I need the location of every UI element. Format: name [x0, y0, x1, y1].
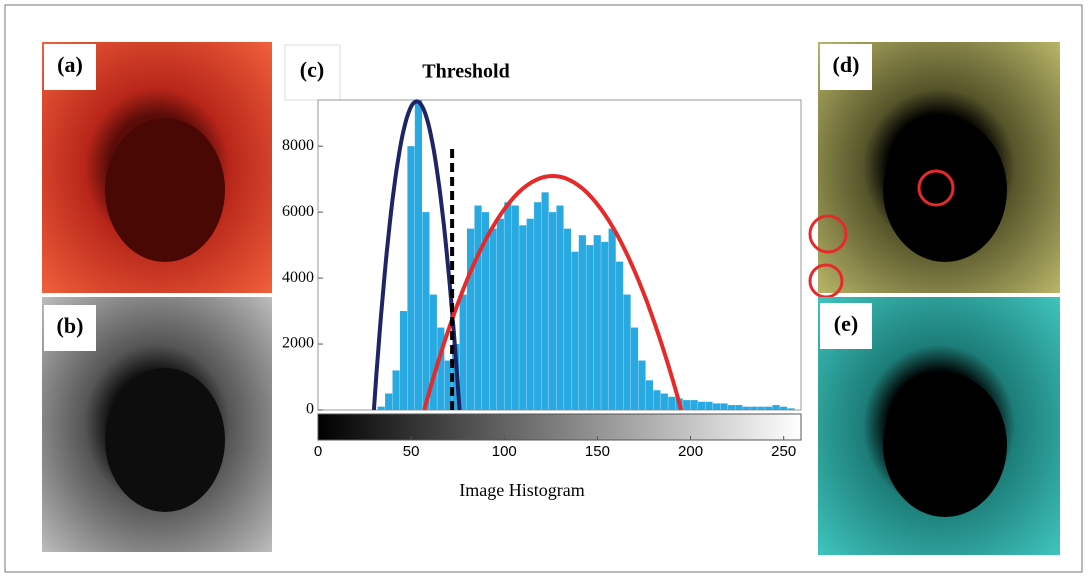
bar — [459, 294, 467, 410]
bar — [712, 403, 721, 410]
bar — [757, 406, 765, 410]
bar — [787, 408, 795, 410]
colorbar — [317, 413, 802, 441]
frame — [4, 4, 1083, 573]
bar — [377, 406, 385, 410]
bar — [772, 405, 780, 410]
bar — [541, 192, 549, 410]
x-tick-label: 50 — [403, 443, 420, 460]
bar — [683, 400, 691, 410]
bar — [645, 380, 653, 410]
bar — [444, 360, 452, 410]
bar — [705, 401, 713, 410]
x-tick-label: 0 — [314, 443, 322, 460]
bar — [437, 327, 445, 410]
bar — [668, 396, 676, 410]
bar — [414, 100, 423, 410]
x-tick-label: 150 — [585, 443, 610, 460]
label-box — [44, 305, 96, 351]
bar — [720, 403, 728, 410]
bar — [571, 251, 579, 410]
panel-label: (e) — [834, 311, 858, 336]
y-tick-label: 2000 — [282, 335, 314, 352]
bar — [407, 146, 415, 410]
bar — [474, 205, 482, 410]
label-box — [820, 44, 872, 90]
chart-title: Threshold — [422, 61, 509, 83]
y-tick-label: 4000 — [282, 269, 314, 286]
bar — [399, 311, 408, 410]
panel-label: (b) — [57, 313, 84, 338]
bar — [593, 235, 601, 410]
fit-curve — [422, 173, 684, 411]
bar — [586, 245, 594, 410]
y-tick-label: 8000 — [282, 137, 314, 154]
x-tick-label: 250 — [771, 443, 796, 460]
x-axis-title: Image Histogram — [459, 480, 584, 500]
bar — [660, 393, 668, 410]
label-box — [284, 44, 341, 101]
y-tick-label: 0 — [306, 401, 314, 418]
x-tick-label: 200 — [678, 443, 703, 460]
bar — [511, 205, 519, 410]
bar — [638, 360, 646, 410]
label-box — [820, 303, 872, 349]
bar — [385, 393, 393, 410]
bar — [563, 228, 572, 410]
bar — [519, 225, 527, 410]
bar — [429, 294, 437, 410]
bar — [392, 370, 400, 410]
x-tick-label: 100 — [492, 443, 517, 460]
bar — [779, 406, 788, 410]
label-box — [44, 44, 96, 90]
bar — [467, 228, 475, 410]
bar — [504, 202, 512, 410]
bar — [496, 218, 504, 410]
bar — [698, 401, 706, 410]
photo-d — [808, 42, 1060, 299]
bar — [653, 390, 661, 410]
bar — [727, 405, 735, 410]
bar — [690, 400, 698, 410]
bar — [548, 212, 557, 410]
bar — [578, 235, 586, 410]
panel-label: (a) — [57, 52, 83, 77]
bar — [608, 228, 616, 410]
bar — [489, 228, 497, 410]
bar — [481, 212, 490, 410]
fit-curve — [371, 99, 462, 411]
bar — [750, 406, 758, 410]
bar — [616, 261, 624, 410]
bar — [623, 294, 631, 410]
bar — [630, 327, 639, 410]
bar — [556, 205, 564, 410]
bar — [601, 241, 609, 410]
bar — [765, 406, 773, 410]
bar — [526, 218, 534, 410]
panel-label: (c) — [300, 57, 324, 82]
bar — [422, 212, 430, 410]
bar — [735, 405, 743, 410]
panel-label: (d) — [833, 52, 860, 77]
y-tick-label: 6000 — [282, 203, 314, 220]
bar — [534, 202, 542, 410]
bar — [742, 406, 750, 410]
photo-a — [42, 42, 272, 293]
